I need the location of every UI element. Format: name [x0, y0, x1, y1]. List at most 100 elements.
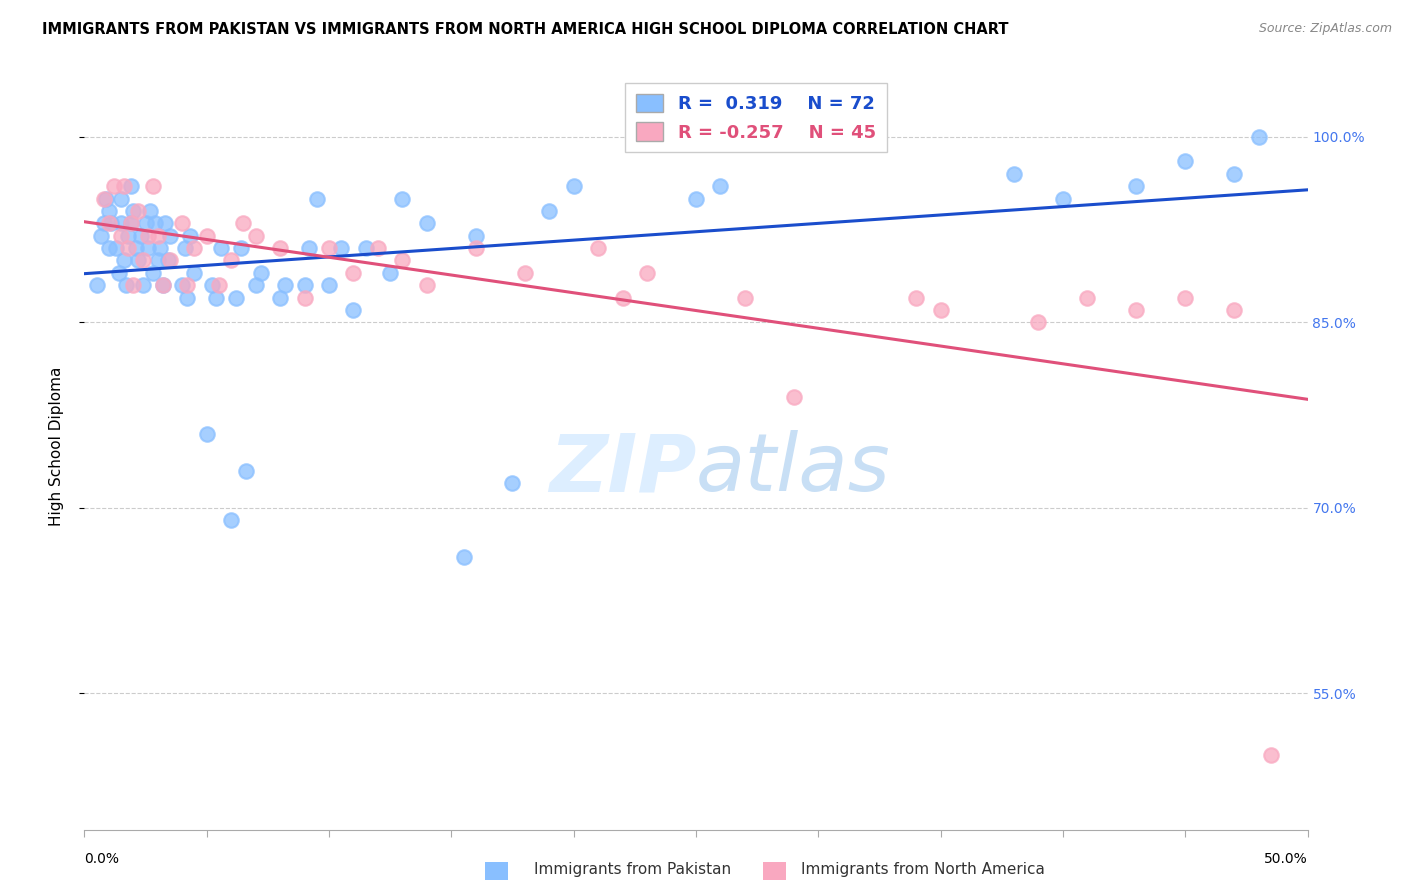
- Point: [110, 228, 132, 243]
- Point: [1002, 167, 1025, 181]
- Point: [117, 241, 139, 255]
- Point: [235, 464, 257, 478]
- Point: [274, 278, 297, 293]
- Point: [132, 278, 155, 293]
- Point: [464, 228, 486, 243]
- Point: [195, 426, 218, 441]
- Point: [142, 179, 165, 194]
- Point: [783, 390, 806, 404]
- Point: [146, 253, 169, 268]
- Point: [1247, 129, 1270, 144]
- Point: [354, 241, 377, 255]
- Point: [115, 278, 138, 293]
- Point: [90, 228, 112, 243]
- Point: [120, 216, 142, 230]
- Point: [342, 266, 364, 280]
- Point: [391, 253, 413, 268]
- Point: [112, 253, 135, 268]
- Point: [159, 253, 181, 268]
- Text: 0.0%: 0.0%: [84, 852, 120, 866]
- Point: [97, 216, 120, 230]
- Point: [294, 291, 316, 305]
- Point: [232, 216, 254, 230]
- Y-axis label: High School Diploma: High School Diploma: [49, 367, 63, 525]
- Point: [122, 278, 145, 293]
- Point: [1125, 302, 1147, 317]
- Point: [100, 216, 122, 230]
- Point: [143, 216, 166, 230]
- Point: [929, 302, 952, 317]
- Point: [1076, 291, 1098, 305]
- Point: [107, 266, 129, 280]
- Point: [136, 228, 159, 243]
- Point: [146, 228, 169, 243]
- Point: [139, 203, 162, 218]
- Point: [208, 278, 231, 293]
- Point: [112, 179, 135, 194]
- Text: atlas: atlas: [696, 430, 891, 508]
- Point: [142, 266, 165, 280]
- Point: [562, 179, 585, 194]
- Point: [127, 253, 149, 268]
- Point: [195, 228, 218, 243]
- Point: [318, 241, 340, 255]
- Point: [200, 278, 222, 293]
- Point: [129, 228, 152, 243]
- Point: [269, 241, 291, 255]
- Point: [1028, 315, 1050, 329]
- Point: [734, 291, 756, 305]
- Point: [125, 241, 148, 255]
- Point: [96, 192, 118, 206]
- Text: Immigrants from North America: Immigrants from North America: [801, 863, 1045, 877]
- Point: [709, 179, 731, 194]
- Point: [502, 476, 524, 491]
- Point: [464, 241, 486, 255]
- Point: [538, 203, 561, 218]
- Point: [367, 241, 389, 255]
- Point: [219, 253, 242, 268]
- Point: [298, 241, 321, 255]
- Point: [183, 241, 205, 255]
- Point: [685, 192, 707, 206]
- Point: [391, 192, 413, 206]
- Point: [172, 216, 194, 230]
- Point: [249, 266, 271, 280]
- Point: [176, 278, 198, 293]
- Point: [127, 203, 149, 218]
- Point: [225, 291, 247, 305]
- Text: Immigrants from Pakistan: Immigrants from Pakistan: [534, 863, 731, 877]
- Point: [110, 216, 132, 230]
- Point: [179, 228, 201, 243]
- Point: [209, 241, 232, 255]
- Point: [176, 291, 198, 305]
- Point: [117, 228, 139, 243]
- Point: [305, 192, 328, 206]
- Point: [156, 253, 179, 268]
- Point: [120, 216, 142, 230]
- Point: [97, 203, 120, 218]
- Point: [453, 550, 475, 565]
- Point: [905, 291, 928, 305]
- Point: [330, 241, 353, 255]
- Point: [136, 241, 159, 255]
- Point: [172, 278, 194, 293]
- Point: [149, 241, 172, 255]
- Point: [152, 278, 174, 293]
- Point: [152, 278, 174, 293]
- Point: [86, 278, 108, 293]
- Point: [612, 291, 634, 305]
- Text: ZIP: ZIP: [548, 430, 696, 508]
- Point: [1260, 748, 1282, 763]
- Legend: R =  0.319    N = 72, R = -0.257    N = 45: R = 0.319 N = 72, R = -0.257 N = 45: [626, 83, 887, 153]
- Point: [1125, 179, 1147, 194]
- Point: [173, 241, 195, 255]
- Point: [245, 228, 267, 243]
- Point: [380, 266, 402, 280]
- Point: [416, 216, 439, 230]
- Point: [636, 266, 658, 280]
- Point: [219, 513, 242, 527]
- Point: [183, 266, 205, 280]
- Point: [269, 291, 291, 305]
- Text: IMMIGRANTS FROM PAKISTAN VS IMMIGRANTS FROM NORTH AMERICA HIGH SCHOOL DIPLOMA CO: IMMIGRANTS FROM PAKISTAN VS IMMIGRANTS F…: [42, 22, 1008, 37]
- Point: [97, 241, 120, 255]
